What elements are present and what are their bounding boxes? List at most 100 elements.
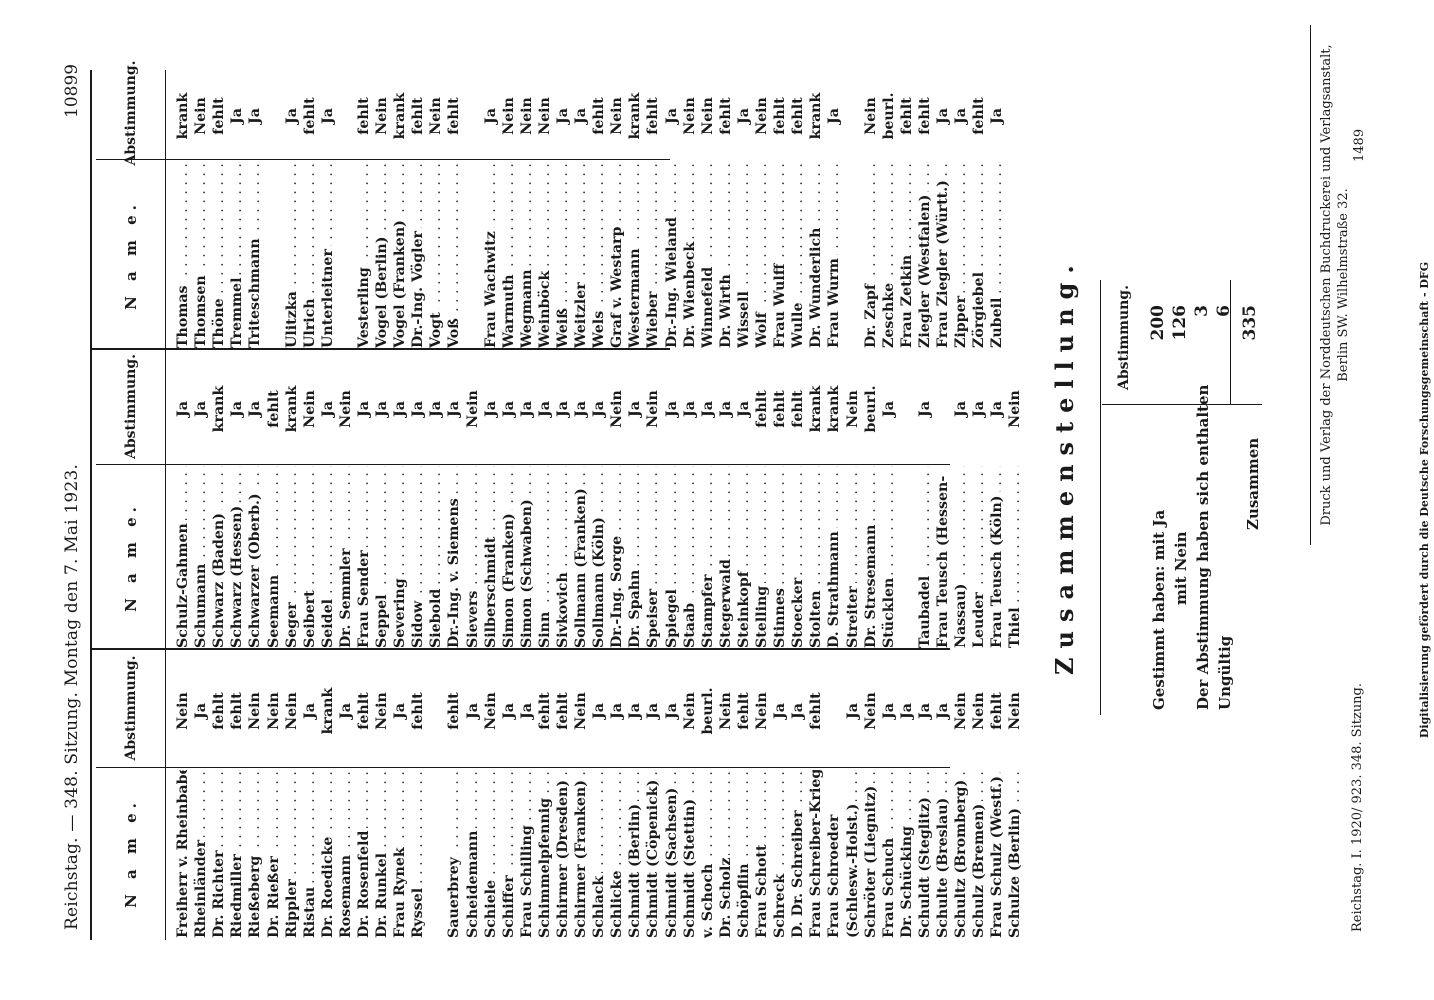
- member-name-text: Dr. Rosenfeld: [355, 827, 372, 938]
- member-name-text: Stampfer: [699, 571, 716, 648]
- member-name-text: Simon (Franken): [500, 510, 517, 648]
- vote-value: fehlt: [446, 692, 463, 730]
- member-name: Seppel: [373, 466, 391, 648]
- member-name-text: D. Strathmann: [826, 528, 843, 648]
- table-row: Sivkovich Ja: [554, 352, 572, 648]
- vote-value: Ja: [482, 401, 499, 417]
- member-name: Ulitzka: [283, 162, 301, 348]
- column-2-rows: Schulz-GahmenJaSchumannJaSchwarz (Baden)…: [174, 352, 1024, 648]
- table-row: Seemann fehlt: [264, 352, 282, 648]
- vote-value: Ja: [355, 401, 372, 417]
- member-name-text: Rießeberg: [247, 852, 264, 938]
- member-name-text: Unterleitner: [319, 246, 336, 348]
- table-row: Thöne fehlt: [210, 70, 228, 348]
- member-name: Stelling: [753, 466, 771, 648]
- member-name: Dr. Runkel: [373, 770, 391, 938]
- vote-value: Ja: [844, 703, 861, 719]
- table-row: Ristau Ja: [301, 652, 319, 938]
- vote-value: Nein: [464, 390, 481, 428]
- vote-value: Ja: [916, 703, 933, 719]
- member-name: Stücklen: [880, 466, 898, 648]
- vote-value: Ja: [627, 703, 644, 719]
- vote-value: Ja: [229, 401, 246, 417]
- member-name-text: Schröter (Liegnitz): [862, 782, 879, 938]
- vote-value: Ja: [392, 703, 409, 719]
- member-name: Sievers: [464, 466, 482, 648]
- member-name-text: Rosemann: [337, 851, 354, 938]
- table-row: Frau Teusch (Köln) Ja: [988, 352, 1006, 648]
- member-name: Schöpflin: [735, 770, 753, 938]
- table-row: Dr. Zapf Nein: [862, 70, 880, 348]
- digitization-note: Digitalisierung gefördert durch die Deut…: [1418, 261, 1431, 739]
- member-name-text: Schwarz (Baden): [211, 510, 228, 648]
- member-name: Schwarzer (Oberb.): [246, 466, 264, 648]
- member-name: Zörgiebel: [970, 162, 988, 348]
- vote-value: Ja: [663, 401, 680, 417]
- member-name: Zeschke: [880, 162, 898, 348]
- vote-value: fehlt: [410, 692, 427, 730]
- table-row: Seger krank: [283, 352, 301, 648]
- table-row: Taubadel Ja: [916, 352, 934, 648]
- member-name-text: Frau Ziegler (Württ.): [934, 177, 951, 348]
- table-row: Riedmiller fehlt: [228, 652, 246, 938]
- member-name: Triteschmann: [246, 162, 264, 348]
- summary-label-enthalten: Der Abstimmung haben sich enthalten: [1194, 384, 1212, 710]
- table-row: [898, 352, 916, 648]
- member-name: Dr.-Ing. Sorge: [608, 466, 626, 648]
- member-name: Dr. Spahn: [626, 466, 644, 648]
- member-name-text: Vogt: [428, 309, 445, 348]
- vote-value: krank: [808, 92, 825, 140]
- member-name: Thomsen: [192, 162, 210, 348]
- member-name-text: Sollmann (Franken): [573, 485, 590, 648]
- column-2-name-heading: N a m e.: [122, 502, 140, 612]
- member-name: Scheidemann: [464, 770, 482, 938]
- vote-value: Nein: [862, 97, 879, 135]
- table-row: Thomsen Nein: [192, 70, 210, 348]
- member-name: Frau Sender: [355, 466, 373, 648]
- member-name-text: Wieber: [645, 288, 662, 348]
- table-row: Schlack Ja: [590, 652, 608, 938]
- table-row: Dr. Schücking Ja: [898, 652, 916, 938]
- member-name: Ziegler (Westfalen): [916, 162, 934, 348]
- column-3-rows: Thomas krank Thomsen Nein Thöne fehlt Tremmel J…: [174, 70, 1006, 348]
- vote-value: Nein: [283, 692, 300, 730]
- member-name: Graf v. Westarp: [608, 162, 626, 348]
- table-row: Ryssel fehlt: [409, 652, 427, 938]
- member-name: Voß: [445, 162, 463, 348]
- summary-value-nein: 126: [1170, 305, 1190, 341]
- vote-value: Ja: [410, 401, 427, 417]
- table-row: Sauerbrey fehlt: [445, 652, 463, 938]
- member-name: Stinnes: [771, 466, 789, 648]
- vote-value: Nein: [536, 97, 553, 135]
- vote-value: Ja: [500, 401, 517, 417]
- member-name: Weinböck: [536, 162, 554, 348]
- column-divider-1: [90, 648, 950, 650]
- vote-value: krank: [627, 92, 644, 140]
- table-row: Rießeberg Nein: [246, 652, 264, 938]
- member-name-text: Stücklen: [880, 574, 897, 648]
- table-row: Dr. Stresemann beurl.: [862, 352, 880, 648]
- member-name-text: v. Schoch: [699, 860, 716, 938]
- table-row: Schultz (Bromberg) Nein: [952, 652, 970, 938]
- member-name: Dr.-Ing. Vögler: [409, 162, 427, 348]
- vote-value: Nein: [953, 692, 970, 730]
- vote-value: Ja: [790, 703, 807, 719]
- vote-value: Ja: [645, 703, 662, 719]
- table-row: Vogel (Franken) krank: [391, 70, 409, 348]
- member-name: Simon (Schwaben): [518, 466, 536, 648]
- table-row: Scheidemann Ja: [464, 652, 482, 938]
- table-row: Speiser Nein: [644, 352, 662, 648]
- member-name-text: [265, 345, 282, 348]
- member-name-text: Stolten: [808, 587, 825, 648]
- table-row: Dr. Roedicke krank: [319, 652, 337, 938]
- vote-value: Nein: [265, 692, 282, 730]
- member-name-text: Speiser: [645, 585, 662, 648]
- vote-value: fehlt: [717, 97, 734, 135]
- summary-divider: [1102, 404, 1262, 405]
- member-name-text: Schimmelpfennig: [536, 794, 553, 938]
- member-name: Schmidt (Sachsen): [663, 770, 681, 938]
- member-name-text: Schulz-Gahmen: [175, 520, 192, 648]
- member-name-text: Schlicke: [609, 867, 626, 938]
- vote-value: Ja: [934, 703, 951, 719]
- member-name: Dr. Wienbeck: [681, 162, 699, 348]
